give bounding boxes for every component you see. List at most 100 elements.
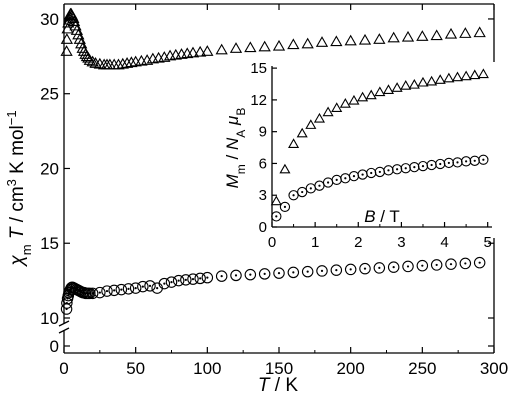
circle-data-point	[172, 274, 185, 287]
inset-x-tick-label: 2	[354, 234, 362, 251]
triangle-data-point	[288, 138, 300, 148]
circle-data-point	[273, 267, 285, 279]
triangle-data-point	[374, 86, 386, 97]
triangle-data-point	[322, 106, 334, 117]
main-x-axis-label: T / K	[258, 375, 298, 396]
circle-data-point-dot	[361, 173, 364, 176]
triangle-data-point	[434, 74, 446, 84]
triangle-data-point	[401, 30, 415, 42]
circle-data-point-dot	[249, 273, 252, 276]
triangle-data-point	[373, 33, 386, 44]
triangle-data-point	[67, 15, 81, 26]
circle-data-point-dot	[127, 287, 130, 290]
triangle-data-point	[459, 27, 472, 38]
circle-data-point	[387, 261, 400, 273]
circle-data-point-dot	[199, 277, 202, 280]
circle-data-point-dot	[421, 264, 424, 267]
triangle-data-point	[315, 36, 329, 47]
inset-x-axis-label: B / T	[364, 207, 400, 226]
circle-data-point	[244, 268, 257, 281]
circle-data-point	[94, 286, 106, 299]
circle-data-point-dot	[473, 159, 476, 162]
circle-data-point	[416, 259, 429, 272]
circle-data-point-dot	[326, 181, 330, 184]
triangle-data-point	[426, 75, 438, 86]
triangle-data-point	[72, 28, 85, 40]
triangle-data-point	[358, 33, 372, 45]
triangle-data-point	[477, 68, 489, 79]
y-tick-label: 20	[40, 159, 59, 178]
circle-data-point	[115, 283, 128, 296]
triangle-data-point	[365, 89, 377, 100]
inset-x-tick-label: 3	[397, 234, 405, 251]
triangle-data-point	[258, 40, 271, 52]
circle-data-point-dot	[277, 272, 281, 275]
circle-data-point-dot	[406, 265, 410, 268]
circle-data-point	[402, 260, 414, 273]
triangle-data-point	[330, 35, 343, 47]
main-markers	[60, 7, 486, 315]
circle-data-point	[445, 258, 457, 270]
triangle-data-point	[391, 82, 403, 92]
inset-markers	[270, 68, 489, 222]
circle-data-point	[430, 259, 443, 271]
x-tick-label: 200	[336, 359, 364, 378]
inset-x-tick-label: 1	[311, 234, 319, 251]
triangle-data-point	[69, 19, 82, 31]
triangle-data-point	[313, 112, 325, 123]
circle-data-point	[478, 154, 489, 165]
inset-axes	[271, 66, 492, 228]
circle-data-point-dot	[120, 288, 123, 291]
circle-data-point	[460, 156, 472, 167]
triangle-data-point	[215, 43, 228, 55]
circle-data-point	[137, 280, 149, 293]
circle-data-point	[187, 273, 199, 285]
triangle-data-point	[201, 45, 214, 56]
axis-break-mark	[58, 327, 70, 334]
triangle-data-point	[116, 57, 129, 69]
inset-background	[256, 62, 498, 238]
circle-data-point	[344, 263, 357, 276]
triangle-data-point	[348, 94, 360, 105]
circle-data-point-dot	[163, 282, 166, 285]
circle-data-point-dot	[439, 162, 442, 166]
circle-data-point	[165, 276, 178, 288]
circle-data-point-dot	[191, 278, 195, 281]
circle-data-point-dot	[98, 291, 101, 294]
x-tick-label: 150	[265, 359, 293, 378]
circle-data-point-dot	[335, 178, 338, 181]
circle-data-point-dot	[478, 261, 481, 264]
circle-data-point-dot	[363, 267, 367, 270]
y-tick-label: 15	[40, 234, 59, 253]
circle-data-point-dot	[306, 270, 309, 273]
triangle-data-point	[75, 37, 88, 49]
circle-data-point	[194, 272, 206, 285]
circle-data-point-dot	[263, 272, 266, 275]
circle-data-point-dot	[318, 184, 321, 187]
circle-data-point-dot	[177, 279, 180, 282]
circle-data-point-dot	[156, 286, 159, 290]
circle-data-point	[129, 282, 142, 294]
circle-data-point	[108, 284, 120, 297]
circle-data-point	[122, 283, 135, 295]
circle-data-point-dot	[395, 168, 399, 171]
circle-data-point-dot	[88, 292, 91, 295]
circle-data-point	[86, 287, 99, 300]
inset-y-tick-label: 3	[259, 187, 267, 204]
circle-data-point-dot	[349, 268, 352, 271]
inset-x-tick-label: 0	[268, 234, 276, 251]
circle-data-point	[158, 277, 171, 290]
circle-data-point-dot	[206, 276, 209, 279]
triangle-data-point	[194, 45, 207, 57]
x-tick-label: 300	[480, 359, 508, 378]
y-tick-label: 30	[40, 10, 59, 29]
circle-data-point	[201, 271, 214, 284]
triangle-data-point	[186, 46, 200, 58]
triangle-data-point	[387, 31, 400, 43]
circle-data-point-dot	[435, 263, 438, 267]
triangle-data-point	[357, 91, 369, 102]
y-tick-label: 25	[40, 85, 59, 104]
circle-data-point	[330, 264, 343, 276]
circle-data-point-dot	[234, 274, 238, 277]
